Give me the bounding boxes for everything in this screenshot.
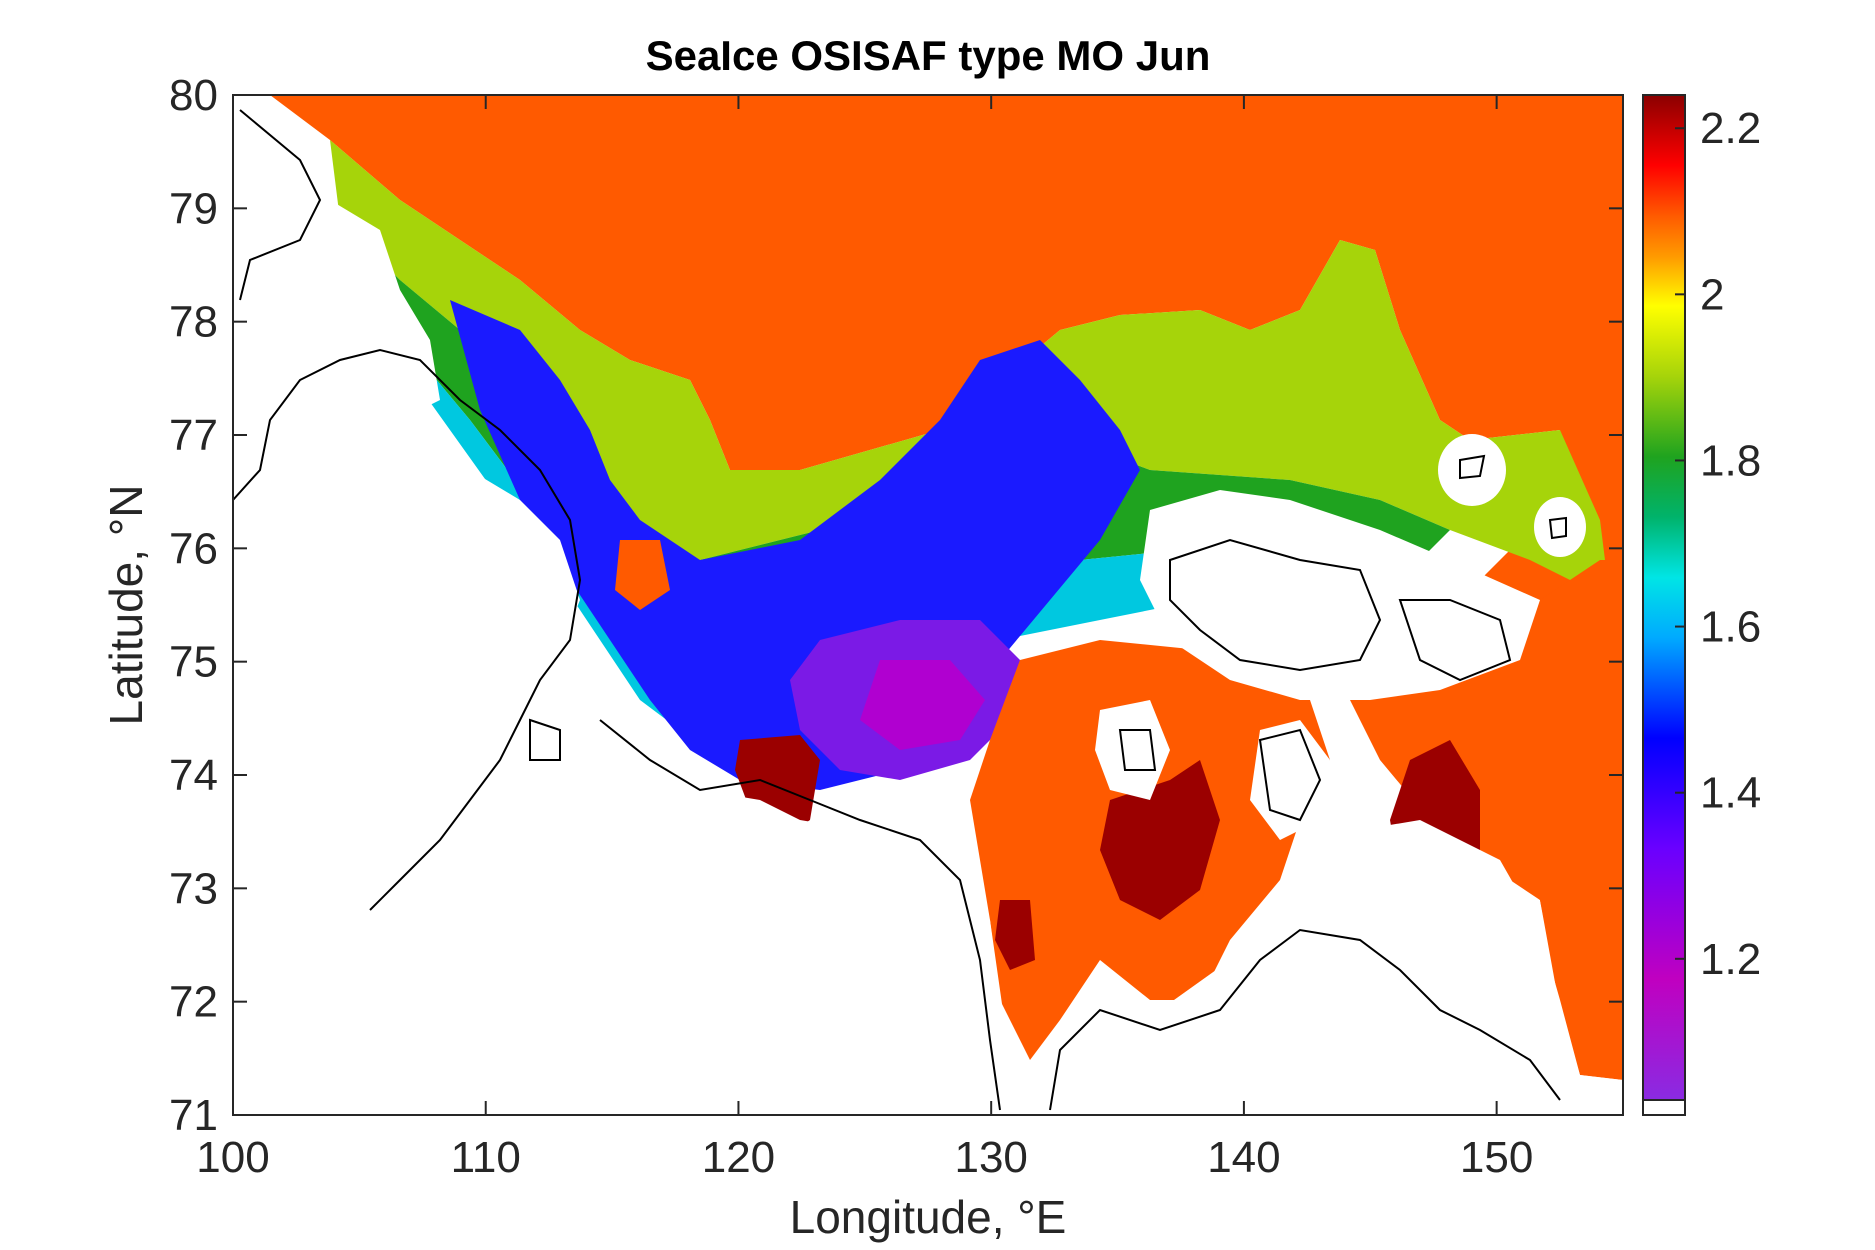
colorbar (1642, 94, 1686, 1101)
colorbar-tick-label: 1.4 (1700, 769, 1761, 818)
y-axis-label: Latitude, °N (100, 485, 152, 726)
x-tick-label: 100 (196, 1133, 269, 1182)
colorbar-tick-label: 1.8 (1700, 436, 1761, 485)
y-tick-label: 76 (169, 524, 218, 573)
y-tick-label: 73 (169, 864, 218, 913)
colorbar-tick-label: 1.6 (1700, 603, 1761, 652)
ice-band-yellowgreen (330, 140, 1610, 600)
coastlines (233, 109, 1567, 1111)
island-ring-3 (1534, 497, 1586, 557)
y-tick-label: 75 (169, 638, 218, 687)
hotspot-central (1100, 760, 1220, 920)
island-ring-2 (1438, 434, 1506, 506)
colorbar-ticks: 1.2 1.4 1.6 1.8 2 2.2 (1675, 104, 1761, 984)
y-tick-label: 71 (169, 1091, 218, 1140)
west-orange-pocket (615, 540, 670, 610)
island-ring-1 (1095, 700, 1170, 800)
ice-band-cyan (360, 280, 1300, 740)
x-axis-label: Longitude, °E (790, 1191, 1067, 1243)
open-ocean-region (270, 95, 1623, 1080)
colorbar-tick-label: 1.2 (1700, 935, 1761, 984)
y-tick-label: 77 (169, 411, 218, 460)
x-tick-label: 150 (1460, 1133, 1533, 1182)
x-axis: 100 110 120 130 140 150 (196, 95, 1533, 1182)
x-tick-label: 130 (954, 1133, 1027, 1182)
colorbar-tick-label: 2 (1700, 270, 1724, 319)
ice-band-magenta (860, 660, 985, 750)
y-tick-label: 78 (169, 298, 218, 347)
east-siberian-coast (1040, 820, 1623, 1115)
y-tick-label: 72 (169, 978, 218, 1027)
y-tick-label: 74 (169, 751, 218, 800)
x-tick-label: 140 (1207, 1133, 1280, 1182)
severnaya-zemlya (233, 95, 440, 420)
ice-field (233, 95, 1623, 1115)
colorbar-tick-label: 2.2 (1700, 104, 1761, 153)
axes-frame (232, 94, 1624, 1116)
hotspot-west-coast (995, 900, 1035, 970)
x-tick-label: 120 (702, 1133, 775, 1182)
x-tick-label: 110 (451, 1133, 521, 1182)
colorbar-nodata-swatch (1642, 1099, 1686, 1116)
y-axis: 71 72 73 74 75 76 77 78 79 80 (169, 71, 1623, 1140)
y-tick-label: 79 (169, 184, 218, 233)
chart-title: SeaIce OSISAF type MO Jun (646, 32, 1211, 79)
taymyr-land (233, 300, 1020, 1115)
y-tick-label: 80 (169, 71, 218, 120)
